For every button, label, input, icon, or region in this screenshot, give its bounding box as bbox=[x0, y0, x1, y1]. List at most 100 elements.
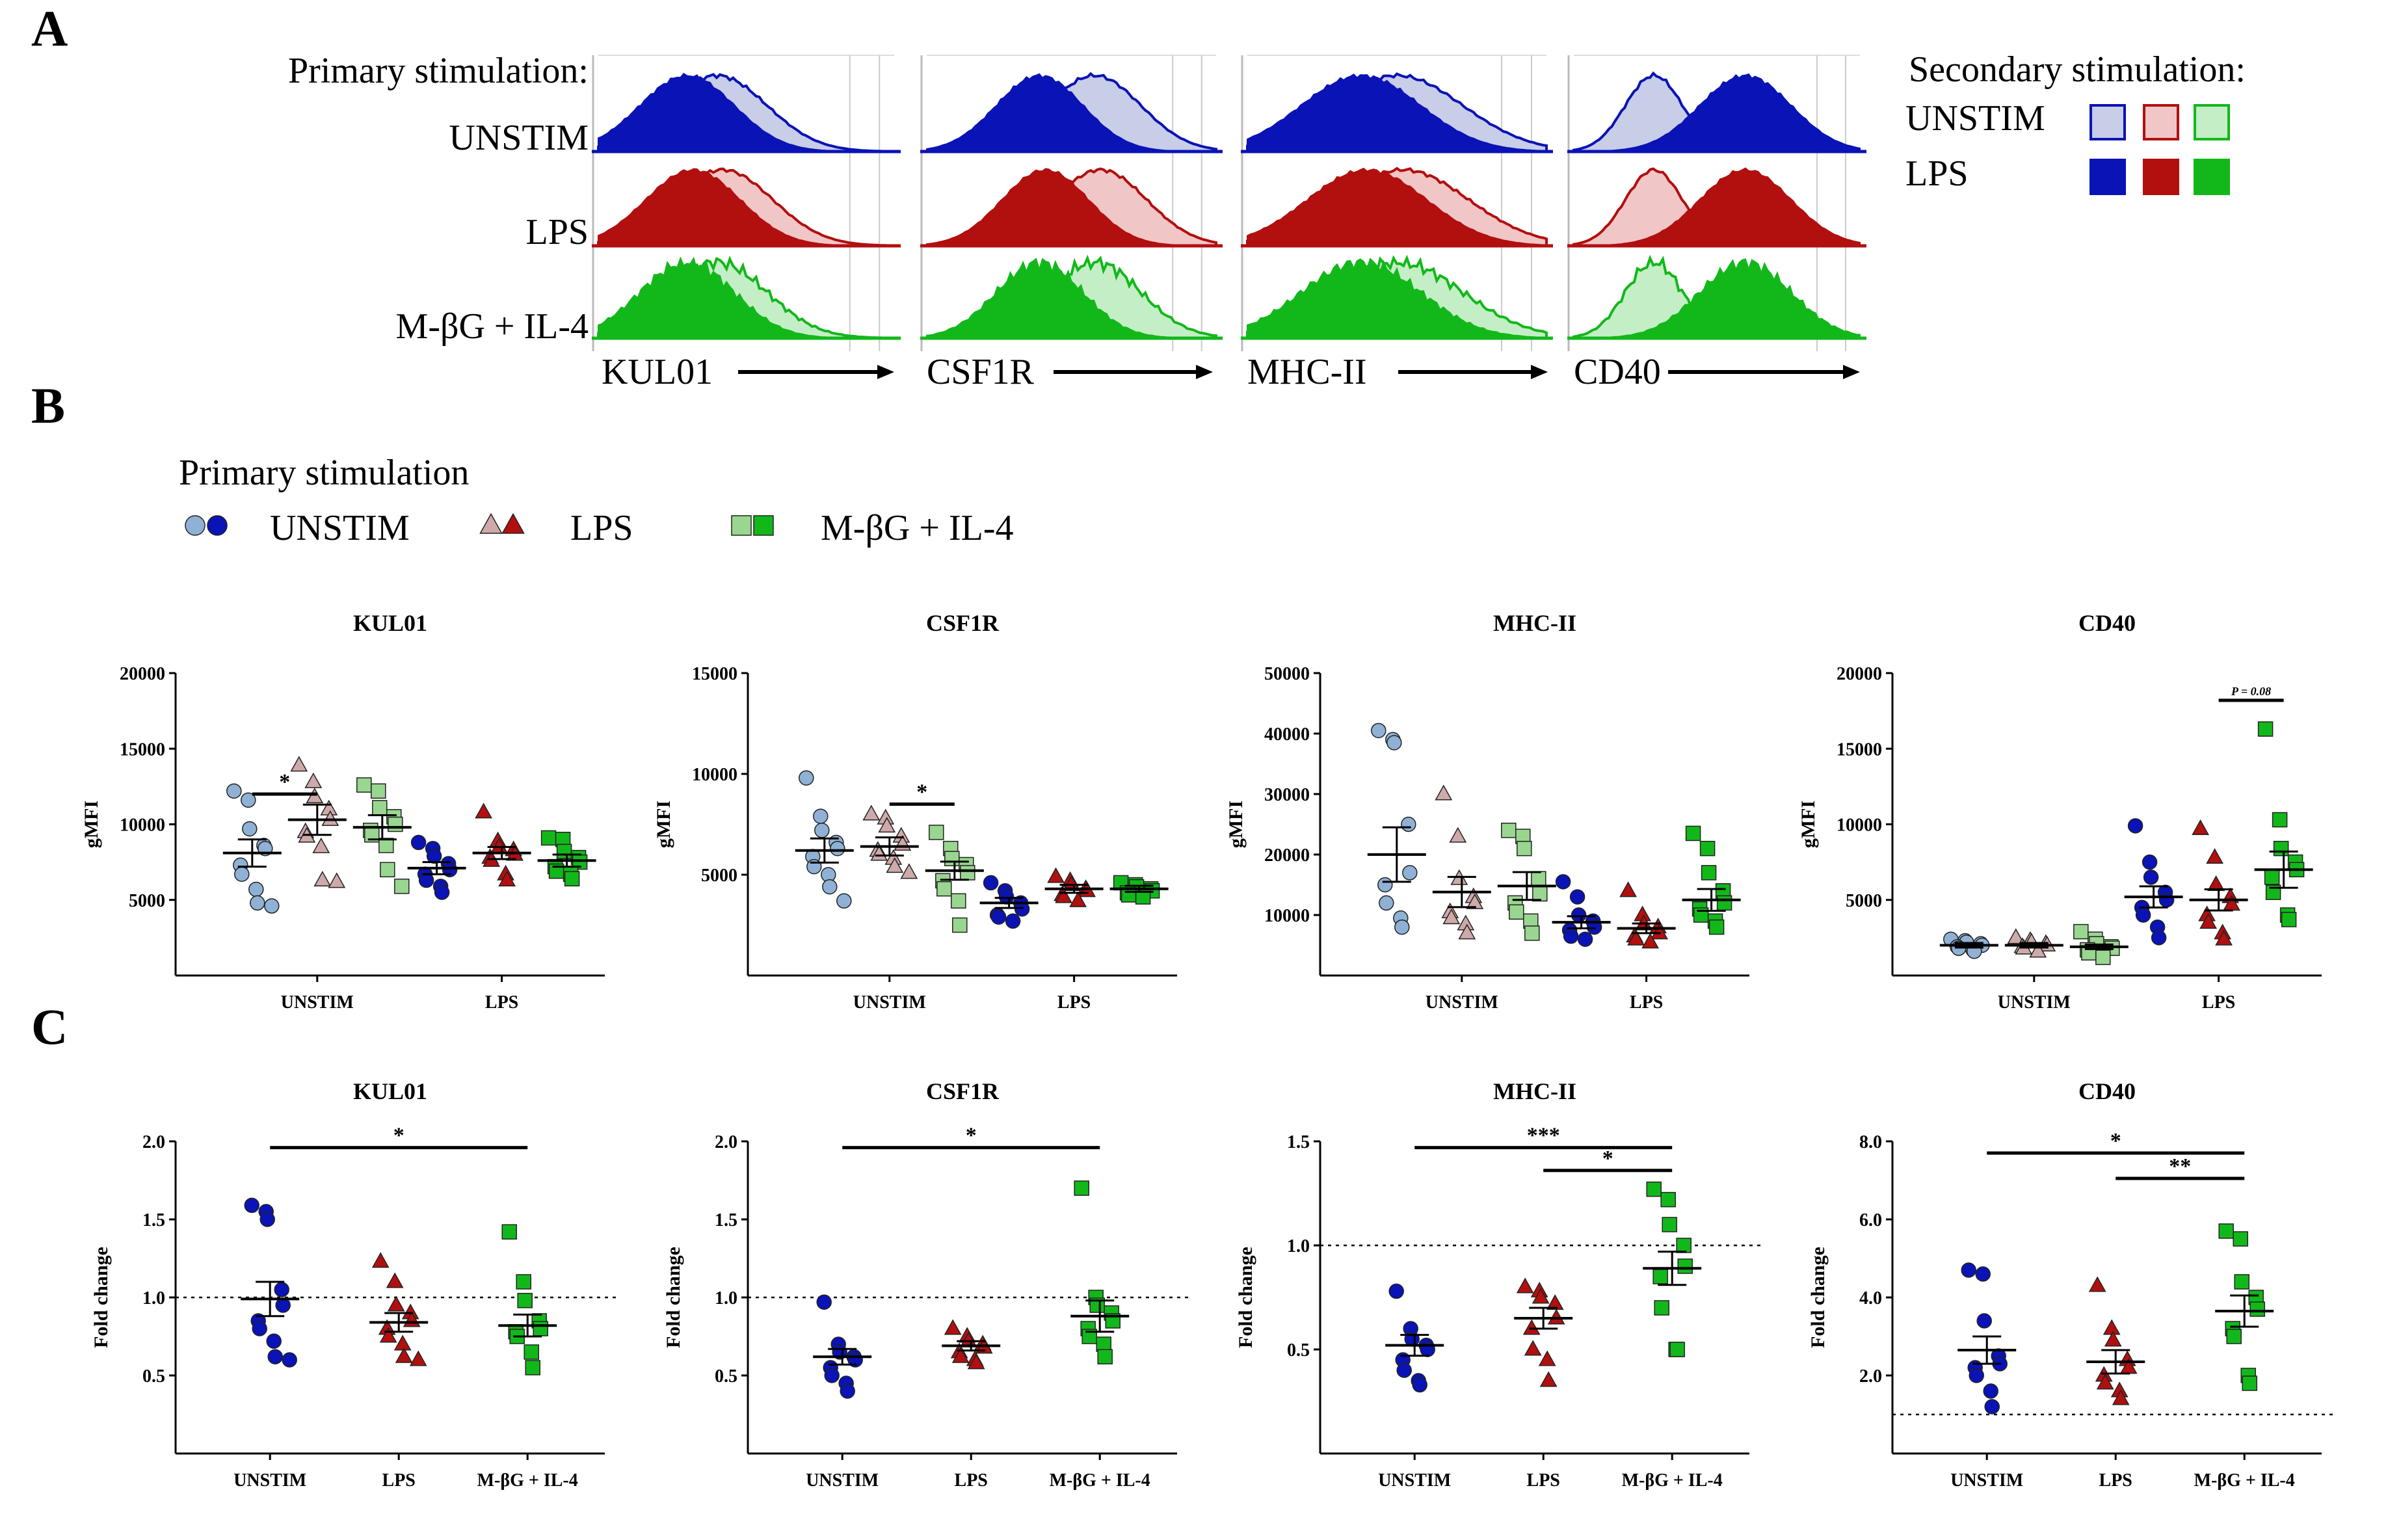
x-tick-label: M-βG + IL-4 bbox=[477, 1470, 578, 1491]
data-point bbox=[386, 1272, 404, 1288]
chart-b-csf1r: CSF1R gMFI 15000 10000 5000 UNSTIM LPS * bbox=[653, 610, 1177, 1013]
y-tick-label: 20000 bbox=[1837, 664, 1882, 684]
y-tick-label: 1.5 bbox=[715, 1210, 737, 1230]
data-point bbox=[2088, 1276, 2106, 1292]
y-tick-label: 20000 bbox=[120, 664, 165, 684]
y-tick-label: 4.0 bbox=[1859, 1288, 1882, 1308]
arrowhead-icon bbox=[1531, 365, 1548, 379]
data-point bbox=[226, 783, 242, 799]
x-tick-label: UNSTIM bbox=[1998, 992, 2071, 1013]
data-point bbox=[2112, 1389, 2130, 1405]
legend-marker-pale bbox=[731, 515, 752, 536]
significance-label: * bbox=[966, 1124, 977, 1148]
data-point bbox=[1074, 1180, 1089, 1196]
y-tick-label: 0.5 bbox=[715, 1366, 737, 1387]
data-point bbox=[1401, 816, 1416, 832]
x-tick-label: UNSTIM bbox=[853, 992, 926, 1013]
data-point bbox=[1466, 893, 1484, 909]
data-point bbox=[1662, 1217, 1677, 1232]
significance-label: * bbox=[393, 1124, 405, 1148]
data-point bbox=[380, 862, 395, 877]
significance-label: ** bbox=[2169, 1154, 2191, 1178]
data-point bbox=[1379, 895, 1394, 911]
chart-title: CSF1R bbox=[926, 1078, 1000, 1104]
flow-marker-label-kul01: KUL01 bbox=[602, 352, 713, 392]
data-point bbox=[2135, 907, 2151, 923]
y-tick-label: 30000 bbox=[1264, 785, 1310, 805]
significance-label: * bbox=[2110, 1129, 2121, 1153]
data-point bbox=[2206, 848, 2223, 864]
data-point bbox=[1546, 1294, 1564, 1310]
flow-primary-label: Primary stimulation: bbox=[288, 51, 589, 91]
y-tick-label: 10000 bbox=[692, 765, 737, 785]
data-point bbox=[387, 1295, 405, 1312]
data-point bbox=[2007, 928, 2025, 944]
data-point bbox=[250, 895, 265, 911]
significance-label: * bbox=[1602, 1147, 1613, 1171]
y-tick-label: 8.0 bbox=[1859, 1132, 1882, 1152]
data-point bbox=[2096, 1374, 2114, 1390]
data-point bbox=[1412, 1377, 1427, 1393]
data-point bbox=[1458, 923, 1476, 940]
data-point bbox=[379, 1327, 397, 1343]
arrowhead-icon bbox=[1196, 365, 1213, 379]
data-point bbox=[266, 1333, 282, 1349]
data-point bbox=[525, 1360, 540, 1375]
panel-label-c: C bbox=[31, 998, 68, 1055]
data-point bbox=[2095, 949, 2111, 965]
data-point bbox=[1538, 1350, 1556, 1366]
y-axis-label: gMFI bbox=[1225, 801, 1247, 848]
legend-swatch-unstim-secondary bbox=[2143, 104, 2179, 140]
data-point bbox=[990, 909, 1007, 925]
data-point bbox=[1660, 1191, 1676, 1208]
arrowhead-icon bbox=[1843, 365, 1860, 379]
data-point bbox=[900, 863, 918, 879]
data-point bbox=[944, 1319, 962, 1335]
data-point bbox=[967, 1353, 985, 1370]
legend-swatch-unstim-secondary bbox=[2194, 104, 2230, 140]
data-point bbox=[1449, 827, 1467, 843]
data-point bbox=[1984, 1399, 2000, 1414]
y-tick-label: 1.0 bbox=[1287, 1236, 1310, 1256]
x-tick-label: LPS bbox=[1630, 992, 1663, 1013]
data-point bbox=[1699, 840, 1716, 856]
chart-title: CD40 bbox=[2078, 1078, 2136, 1104]
chart-c-mhc-ii: MHC-II Fold change 1.5 1.0 0.5 UNSTIM LPS M-βG … bbox=[1235, 1078, 1762, 1491]
data-point bbox=[241, 792, 256, 808]
x-tick-label: UNSTIM bbox=[1950, 1470, 2023, 1491]
significance-label: * bbox=[279, 770, 290, 794]
y-tick-label: 0.5 bbox=[1287, 1340, 1310, 1361]
y-tick-label: 1.0 bbox=[142, 1288, 165, 1308]
data-point bbox=[2192, 819, 2209, 836]
flow-histogram-lps-secondary bbox=[1573, 167, 1861, 246]
data-point bbox=[822, 879, 838, 895]
data-point bbox=[1539, 1371, 1558, 1387]
y-axis-label: Fold change bbox=[663, 1247, 684, 1348]
data-point bbox=[1555, 874, 1571, 890]
data-point bbox=[475, 803, 492, 819]
data-point bbox=[516, 1274, 531, 1290]
data-point bbox=[1097, 1349, 1113, 1364]
data-point bbox=[1531, 871, 1546, 886]
data-point bbox=[264, 898, 280, 914]
data-point bbox=[1516, 1277, 1534, 1294]
flow-row-label-lps: LPS bbox=[526, 212, 589, 252]
legend-swatch-unstim-secondary bbox=[2090, 104, 2126, 140]
data-point bbox=[2103, 1319, 2121, 1335]
data-point bbox=[2218, 1223, 2234, 1239]
data-point bbox=[394, 879, 410, 894]
secondary-legend-swatches bbox=[2090, 104, 2230, 195]
y-tick-label: 6.0 bbox=[1859, 1210, 1882, 1230]
data-point bbox=[813, 808, 829, 824]
y-axis-label: gMFI bbox=[653, 801, 674, 848]
secondary-legend-title: Secondary stimulation: bbox=[1909, 49, 2246, 90]
data-point bbox=[1442, 909, 1461, 925]
data-point bbox=[1063, 875, 1080, 892]
y-axis-label: gMFI bbox=[1798, 801, 1819, 848]
primary-legend-title: Primary stimulation bbox=[179, 453, 469, 493]
data-point bbox=[1509, 904, 1524, 920]
y-tick-label: 2.0 bbox=[142, 1132, 165, 1152]
data-point bbox=[1547, 1308, 1565, 1325]
data-point bbox=[862, 804, 881, 821]
